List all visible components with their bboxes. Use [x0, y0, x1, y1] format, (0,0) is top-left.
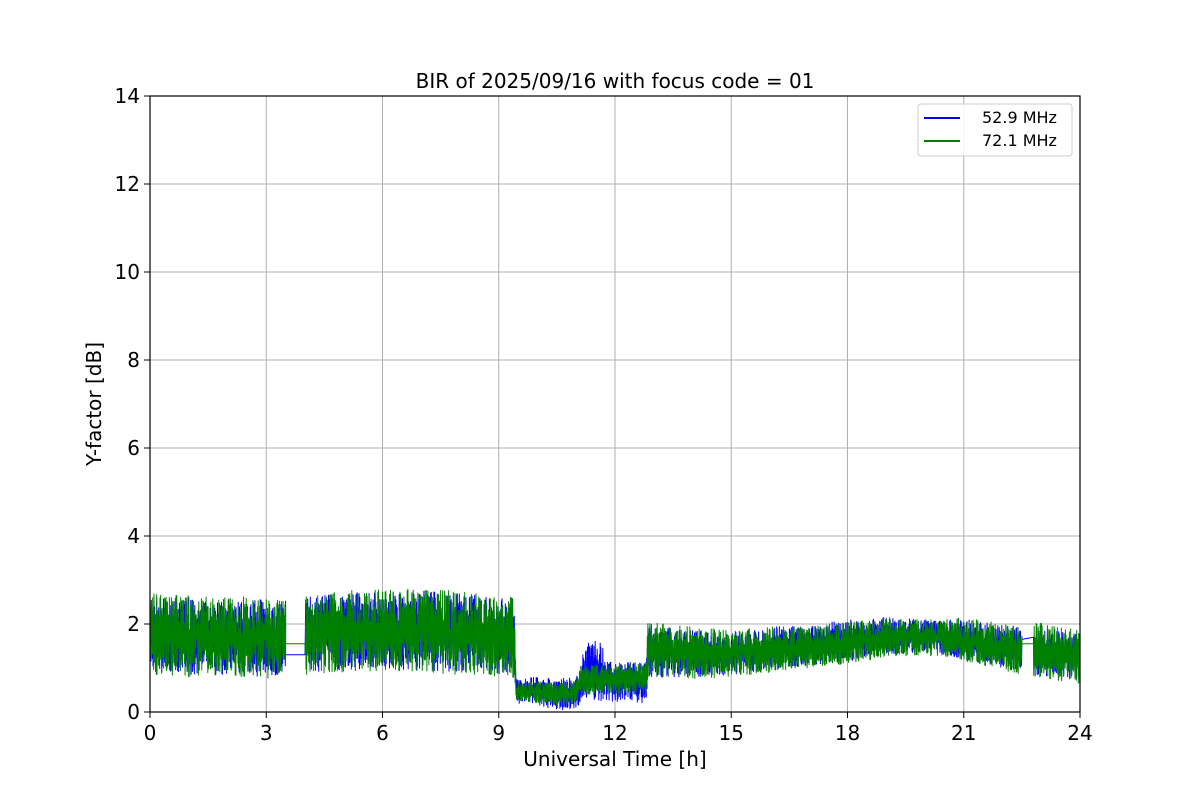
x-tick-label: 3	[260, 721, 273, 745]
y-axis-label: Y-factor [dB]	[82, 342, 106, 467]
x-tick-label: 12	[602, 721, 627, 745]
legend-label-52-9-mhz: 52.9 MHz	[982, 108, 1057, 127]
y-tick-label: 2	[127, 612, 140, 636]
series-layer	[149, 588, 1081, 711]
y-tick-label: 6	[127, 436, 140, 460]
y-tick-label: 4	[127, 524, 140, 548]
chart-title: BIR of 2025/09/16 with focus code = 01	[416, 69, 815, 93]
y-tick-label: 0	[127, 700, 140, 724]
x-tick-label: 24	[1067, 721, 1092, 745]
series-line-72-1-mhz	[149, 588, 1081, 706]
x-tick-label: 9	[492, 721, 505, 745]
y-tick-label: 8	[127, 348, 140, 372]
legend: 52.9 MHz 72.1 MHz	[917, 103, 1073, 157]
x-tick-label: 18	[835, 721, 860, 745]
x-tick-label: 21	[951, 721, 976, 745]
y-tick-label: 12	[115, 172, 140, 196]
x-tick-label: 15	[719, 721, 744, 745]
legend-label-72-1-mhz: 72.1 MHz	[982, 131, 1057, 150]
x-tick-label: 0	[144, 721, 157, 745]
x-axis-label: Universal Time [h]	[523, 747, 706, 771]
y-tick-label: 14	[115, 84, 140, 108]
y-tick-label: 10	[115, 260, 140, 284]
x-tick-label: 6	[376, 721, 389, 745]
